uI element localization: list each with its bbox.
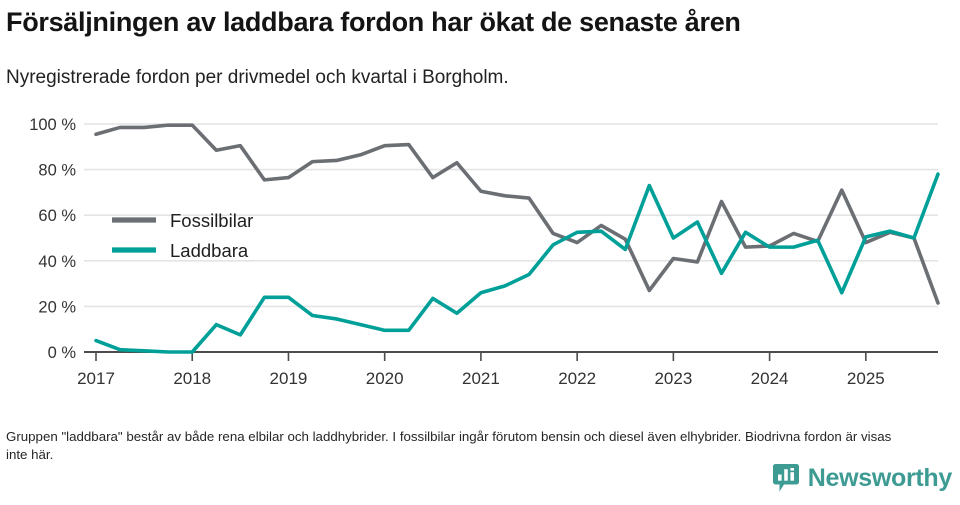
y-axis-tick-label: 0 %: [48, 344, 77, 362]
series-line-laddbara: [94, 172, 940, 354]
series-line-fossilbilar: [94, 123, 940, 305]
y-axis-tick-label: 20 %: [38, 298, 76, 316]
page-subtitle: Nyregistrerade fordon per drivmedel och …: [6, 67, 509, 88]
y-axis-tick-label: 80 %: [38, 162, 76, 180]
x-axis-tick-label: 2024: [751, 369, 789, 388]
x-axis-tick-label: 2017: [77, 369, 115, 388]
legend-label-fossilbilar: Fossilbilar: [170, 210, 253, 231]
chart-footnote: Gruppen "laddbara" består av både rena e…: [6, 429, 892, 462]
legend-label-laddbara: Laddbara: [170, 240, 249, 261]
x-axis-tick-label: 2018: [173, 369, 211, 388]
y-axis-tick-label: 40 %: [38, 253, 76, 271]
x-axis-tick-label: 2020: [366, 369, 404, 388]
newsworthy-logo: Newsworthy: [771, 463, 952, 493]
x-axis-tick-label: 2019: [270, 369, 308, 388]
x-axis-tick-label: 2025: [847, 369, 885, 388]
x-axis-tick-label: 2022: [558, 369, 596, 388]
line-chart: 0 % 20 % 40 % 60 % 80 % 100 % 2017 2018 2019 2020…: [0, 105, 960, 395]
y-axis-tick-label: 60 %: [38, 207, 76, 225]
page-title: Försäljningen av laddbara fordon har öka…: [6, 7, 741, 37]
chart-canvas: 0 % 20 % 40 % 60 % 80 % 100 % 2017 2018 2019 2020…: [29, 116, 940, 388]
logo-wordmark: Newsworthy: [807, 464, 953, 492]
x-axis-tick-label: 2021: [462, 369, 500, 388]
y-axis-tick-label: 100 %: [29, 116, 76, 134]
x-axis-tick-label: 2023: [654, 369, 692, 388]
bar-chart-speech-bubble-icon: [772, 464, 799, 492]
